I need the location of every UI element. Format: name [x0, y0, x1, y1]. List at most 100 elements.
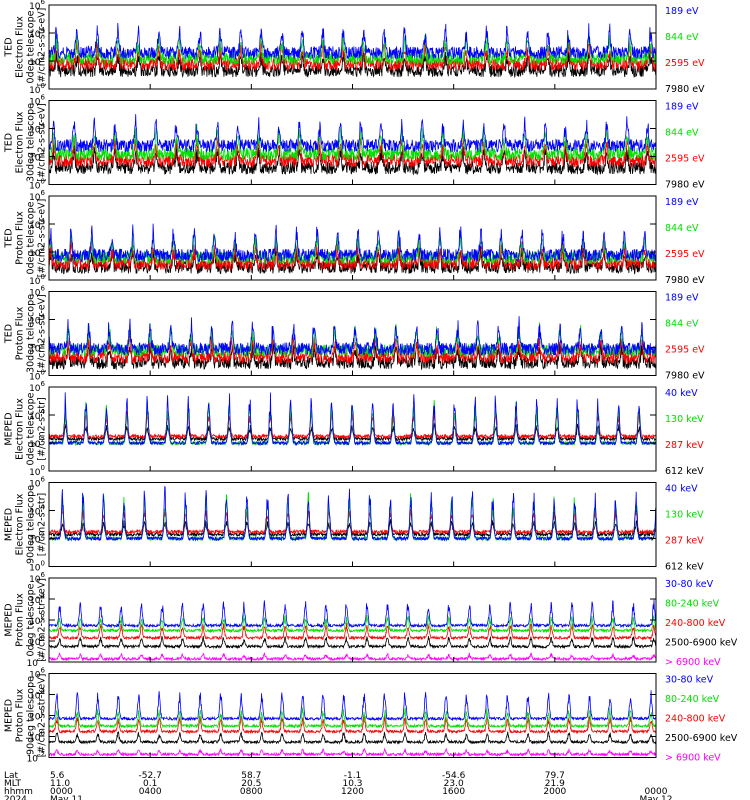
ephemeris-value: 0000: [50, 787, 73, 797]
ephemeris-value: -52.7: [139, 771, 162, 781]
y-axis-label-line: 90deg telescope: [26, 485, 37, 564]
y-axis-label-line: Proton Flux: [15, 688, 26, 742]
series-trace: [48, 485, 657, 542]
ephemeris-value: 5.6: [50, 771, 65, 781]
y-axis-label-line: TED: [4, 133, 15, 153]
legend-entry: 30-80 keV: [665, 675, 714, 686]
legend-entry: 612 keV: [665, 466, 704, 477]
legend-entry: 189 eV: [665, 102, 699, 113]
series-trace: [48, 622, 657, 641]
y-axis-label-line: Proton Flux: [15, 593, 26, 647]
ephemeris-row-label: MLT: [4, 779, 22, 789]
ephemeris-value: 11.0: [50, 779, 70, 789]
legend-entry: 287 keV: [665, 536, 704, 547]
series-trace: [48, 231, 657, 266]
y-axis-label-line: Electron Flux: [15, 398, 26, 460]
series-trace: [48, 690, 657, 722]
series-trace: [48, 316, 657, 357]
series-trace: [48, 340, 657, 371]
series-trace: [48, 223, 657, 263]
panel-5: MEPED Electron Flux 0deg telescope [#/cm2-s…: [4, 380, 705, 478]
legend-entry: 240-800 keV: [665, 714, 726, 725]
y-axis-label-line: [#/cm2-s-str-eV]: [37, 199, 48, 278]
y-axis-label-line: 90deg telescope: [26, 676, 37, 755]
y-axis-label-line: [#/cm2-s-str-eV]: [37, 294, 48, 373]
legend-entry: > 6900 keV: [665, 657, 721, 668]
legend-entry: 240-800 keV: [665, 618, 726, 629]
y-axis-label-line: 30deg telescope: [26, 294, 37, 373]
legend-entry: 844 eV: [665, 319, 699, 330]
series-trace: [48, 392, 657, 447]
legend-entry: 2595 eV: [665, 249, 705, 260]
legend-entry: 7980 eV: [665, 180, 705, 191]
legend-entry: 130 keV: [665, 510, 704, 521]
y-axis-label-line: TED: [4, 228, 15, 248]
panel-6: MEPED Electron Flux 90deg telescope [#/cm2-…: [4, 476, 705, 574]
legend-entry: 189 eV: [665, 6, 699, 17]
panel-7: MEPED Proton Flux 0deg telescope [#/cm2-s-s…: [4, 571, 738, 669]
ephemeris-value: 23.0: [444, 779, 464, 789]
series-trace: [48, 40, 657, 72]
ephemeris-value: May 12: [640, 795, 673, 800]
y-axis-label-line: [#/cm2-s-str]: [37, 397, 48, 460]
ephemeris-value: 21.9: [545, 779, 565, 789]
legend-entry: 189 eV: [665, 197, 699, 208]
ephemeris-value: 0400: [139, 787, 162, 797]
panel-4: TED Proton Flux 30deg telescope [#/cm2-s-st…: [4, 285, 706, 383]
legend-entry: 7980 eV: [665, 371, 705, 382]
legend-entry: 844 eV: [665, 32, 699, 43]
y-axis-label-line: Electron Flux: [15, 493, 26, 555]
ephemeris-value: 0800: [240, 787, 263, 797]
panel-frame: [48, 673, 657, 758]
ephemeris-row-label: hhmm: [4, 787, 33, 797]
series-trace: [48, 334, 657, 365]
y-axis-label-line: MEPED: [4, 699, 15, 732]
flux-panels: TED Electron Flux 0deg telescope [#/cm2-s-s…: [4, 0, 738, 765]
ephemeris-value: -1.1: [344, 771, 362, 781]
ephemeris-row-label: 2024: [4, 795, 27, 800]
y-axis-label-line: 0deg telescope: [26, 392, 37, 465]
ephemeris-row-label: Lat: [4, 771, 19, 781]
ephemeris-value: 2000: [543, 787, 566, 797]
legend-entry: 7980 eV: [665, 275, 705, 286]
ephemeris-value: May 11: [50, 795, 83, 800]
legend-entry: 844 eV: [665, 128, 699, 139]
legend-entry: 844 eV: [665, 223, 699, 234]
y-axis-label-line: 0deg telescope: [26, 583, 37, 656]
series-trace: [48, 635, 657, 650]
y-axis-label-line: Electron Flux: [15, 16, 26, 78]
y-axis-label-line: 0deg telescope: [26, 10, 37, 83]
ephemeris-value: 79.7: [545, 771, 565, 781]
series-trace: [48, 599, 657, 629]
y-axis-label-line: MEPED: [4, 603, 15, 636]
y-axis-label-line: [#/cm2-s-str-keV]: [37, 578, 48, 662]
legend-entry: 287 keV: [665, 440, 704, 451]
legend-entry: 80-240 keV: [665, 694, 720, 705]
ephemeris-value: 0.1: [143, 779, 157, 789]
legend-entry: 40 keV: [665, 484, 698, 495]
y-axis-label-line: MEPED: [4, 412, 15, 445]
y-axis-label-line: TED: [4, 37, 15, 57]
y-axis-label-line: [#/cm2-s-str-eV]: [37, 8, 48, 87]
y-axis-label-line: MEPED: [4, 508, 15, 541]
y-axis-label-line: 0deg telescope: [26, 201, 37, 274]
series-trace: [48, 49, 657, 79]
panel-8: MEPED Proton Flux 90deg telescope [#/cm2-s-…: [4, 667, 738, 765]
series-trace: [48, 114, 657, 153]
legend-entry: 189 eV: [665, 293, 699, 304]
legend-entry: 130 keV: [665, 414, 704, 425]
series-trace: [48, 22, 657, 61]
legend-entry: 80-240 keV: [665, 599, 720, 610]
legend-entry: 40 keV: [665, 388, 698, 399]
ephemeris-value: 1200: [341, 787, 364, 797]
legend-entry: 30-80 keV: [665, 579, 714, 590]
legend-entry: 7980 eV: [665, 84, 705, 95]
y-axis-label-line: Proton Flux: [15, 306, 26, 360]
panel-frame: [48, 482, 657, 567]
panel-3: TED Proton Flux 0deg telescope [#/cm2-s-str…: [4, 189, 706, 287]
ephemeris-value: 20.5: [241, 779, 261, 789]
legend-entry: 2595 eV: [665, 154, 705, 165]
legend-entry: 2500-6900 keV: [665, 638, 738, 649]
